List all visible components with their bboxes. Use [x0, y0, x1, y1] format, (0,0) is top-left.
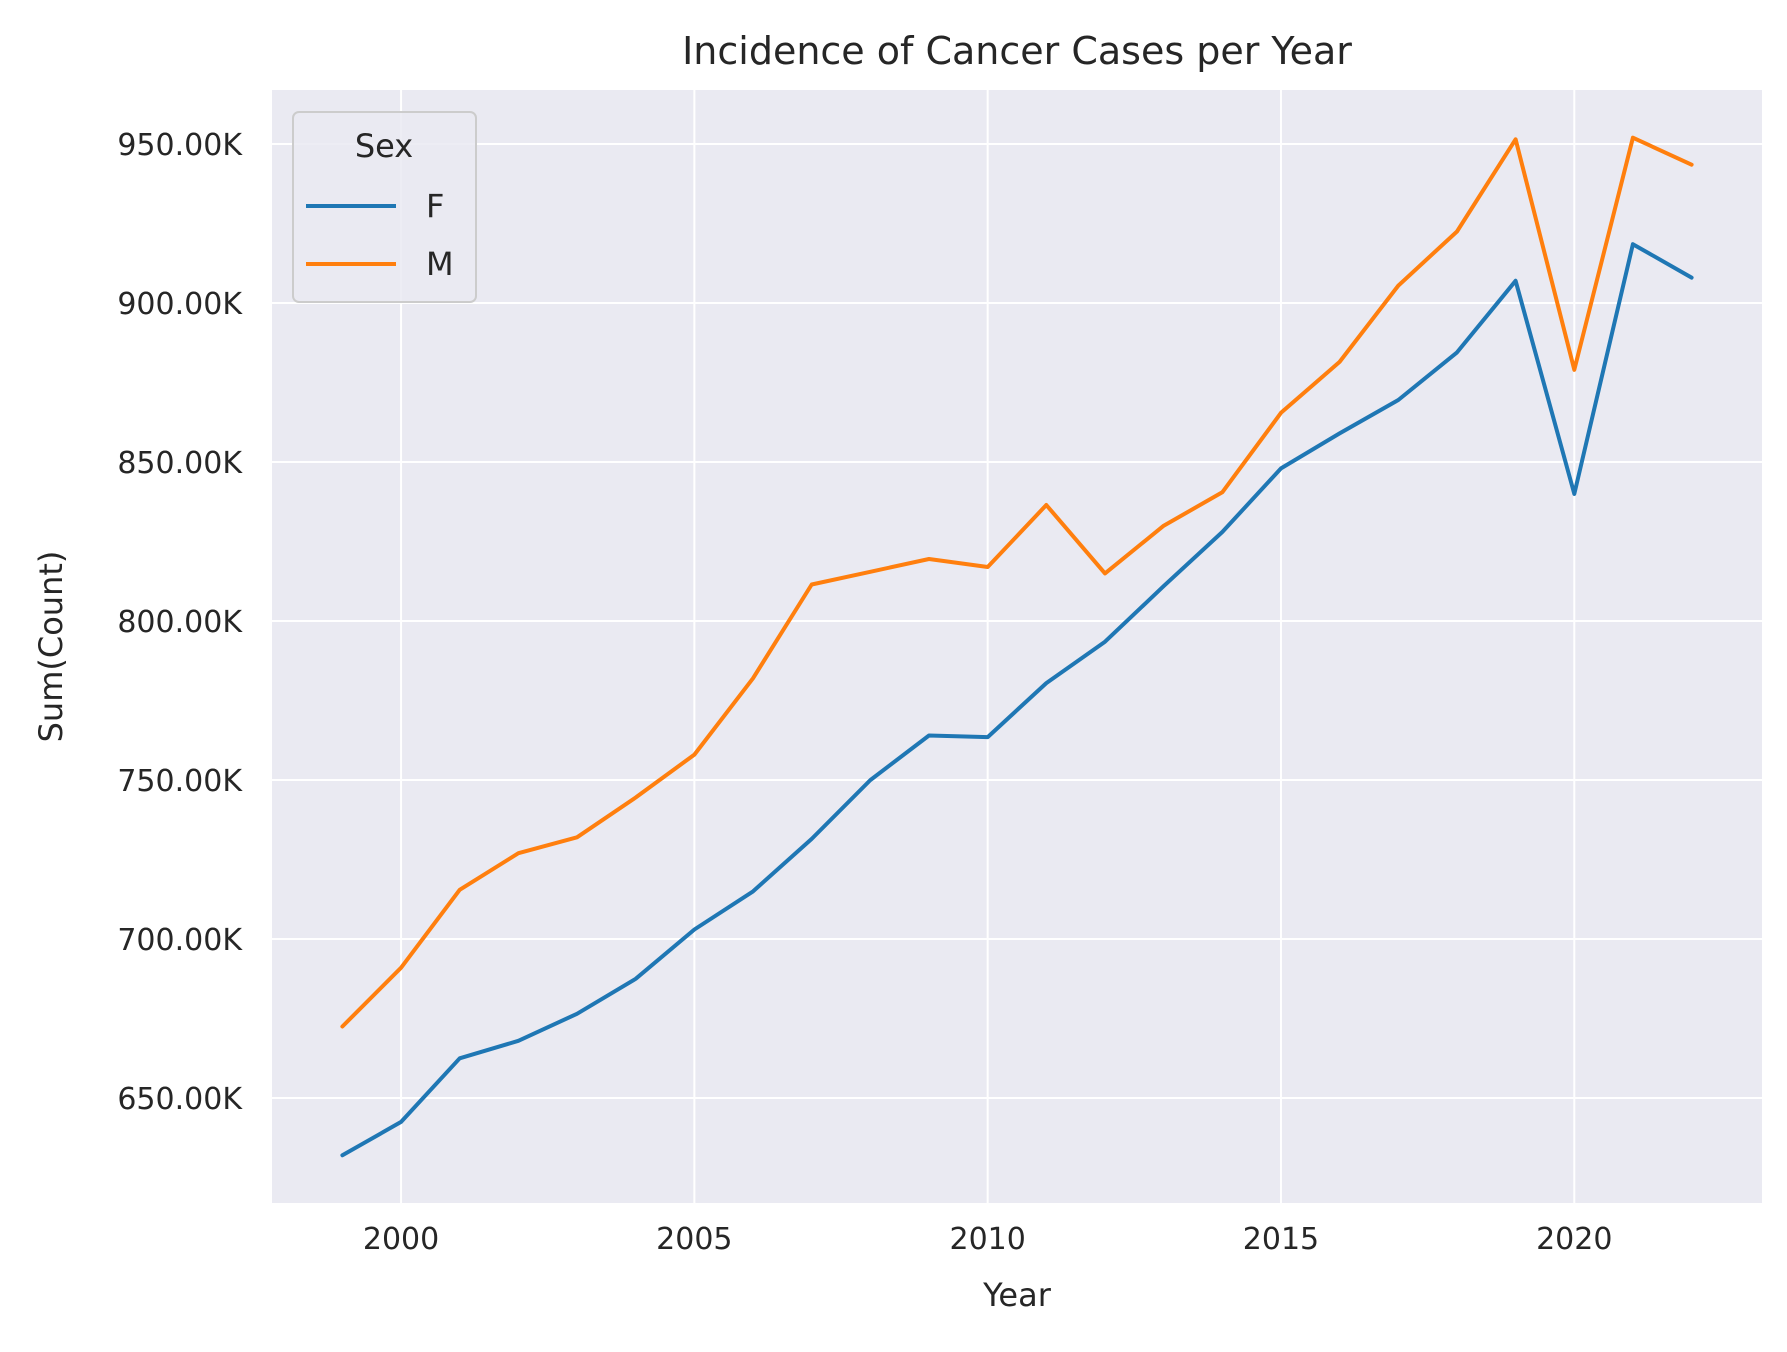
y-tick-label: 700.00K — [117, 923, 243, 958]
y-tick-label: 900.00K — [117, 287, 243, 322]
tick-labels: 2000 2005 2010 2015 2020 650.00K 700.00K 750.00… — [117, 128, 1612, 1257]
y-tick-label: 650.00K — [117, 1082, 243, 1117]
y-tick-label: 800.00K — [117, 605, 243, 640]
x-tick-label: 2015 — [1243, 1222, 1319, 1257]
y-tick-label: 850.00K — [117, 446, 243, 481]
legend-items: FM — [306, 187, 454, 283]
chart-title: Incidence of Cancer Cases per Year — [682, 29, 1352, 73]
x-tick-label: 2000 — [363, 1222, 439, 1257]
grid-lines — [272, 90, 1762, 1203]
x-tick-label: 2005 — [656, 1222, 732, 1257]
series-line-f — [340, 242, 1694, 1158]
series-line-m — [340, 135, 1694, 1029]
legend-label-m: M — [426, 245, 454, 283]
legend-title: Sex — [355, 127, 413, 165]
series-layer — [340, 135, 1694, 1158]
x-axis-label: Year — [982, 1276, 1052, 1314]
x-tick-label: 2020 — [1536, 1222, 1612, 1257]
legend-label-f: F — [426, 187, 444, 225]
y-tick-label: 950.00K — [117, 128, 243, 163]
y-axis-label: Sum(Count) — [32, 551, 70, 743]
y-tick-label: 750.00K — [117, 764, 243, 799]
legend: Sex FM — [292, 111, 477, 303]
plot-area — [272, 90, 1762, 1203]
x-tick-label: 2010 — [949, 1222, 1025, 1257]
